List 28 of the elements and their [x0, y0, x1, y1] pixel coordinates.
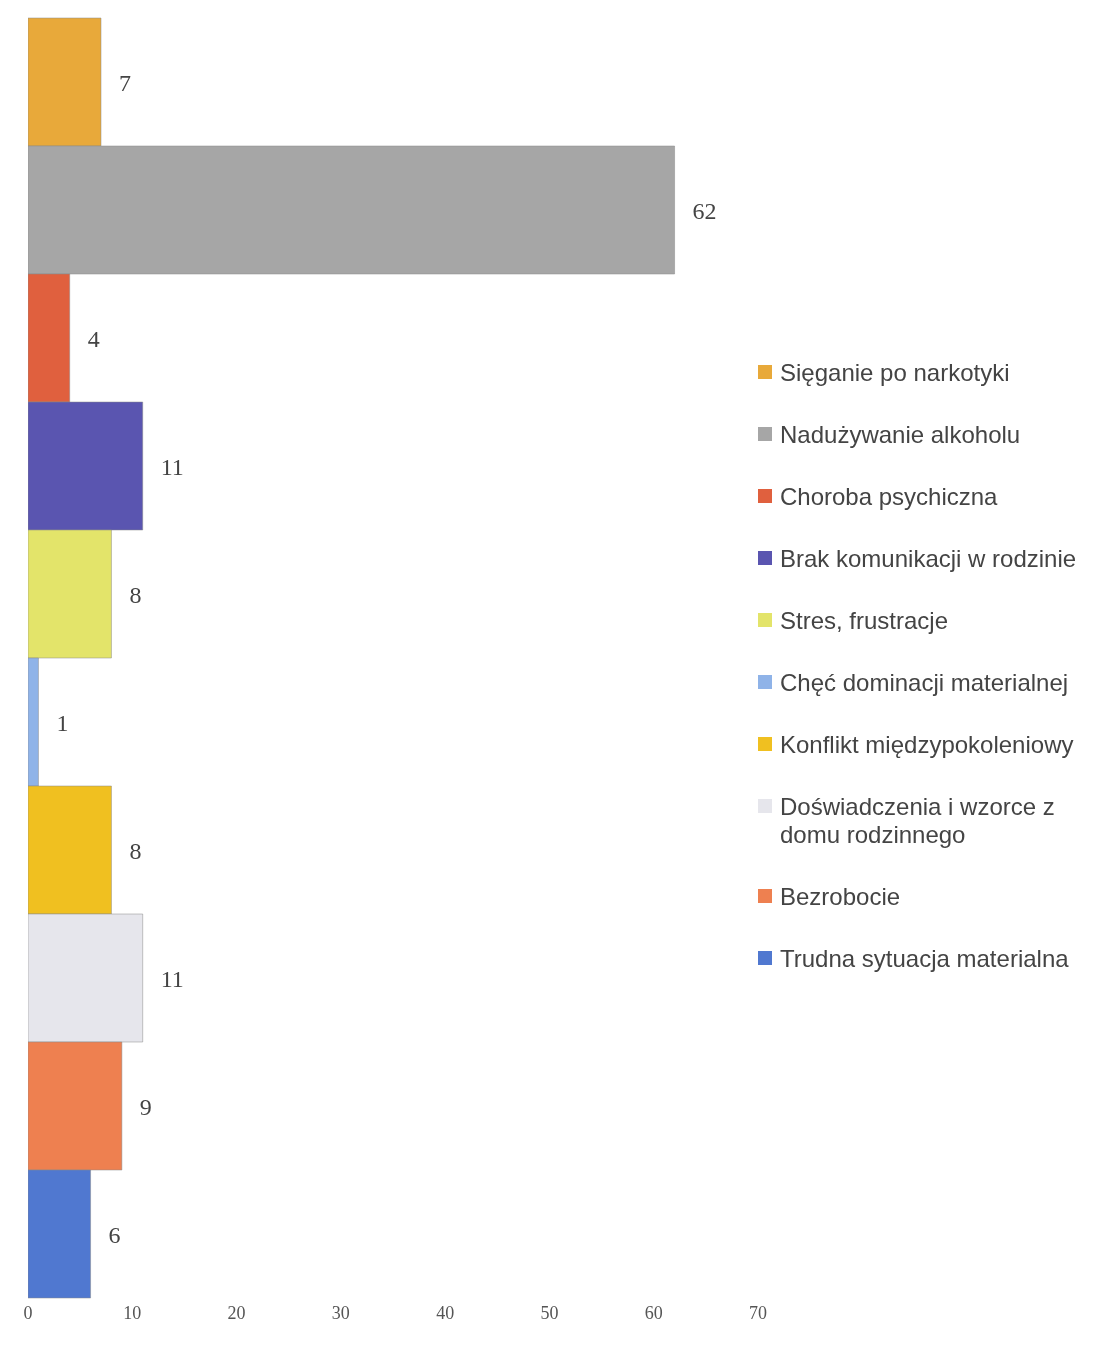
- data-label: 7: [119, 69, 131, 96]
- data-label: 8: [129, 581, 142, 608]
- legend-label: Doświadczenia i wzorce z domu rodzinnego: [780, 793, 1056, 849]
- x-tick-label: 0: [23, 1302, 33, 1323]
- legend-label: Choroba psychiczna: [780, 483, 998, 511]
- legend-label: Chęć dominacji materialnej: [780, 669, 1069, 697]
- data-label: 8: [129, 837, 142, 864]
- x-tick-label: 50: [540, 1302, 559, 1323]
- data-label: 1: [56, 709, 69, 736]
- data-label: 11: [160, 453, 184, 480]
- data-label: 11: [160, 965, 184, 992]
- x-tick-label: 10: [123, 1302, 142, 1323]
- x-tick-label: 60: [644, 1302, 663, 1323]
- legend-label: Stres, frustracje: [780, 607, 949, 635]
- legend-label: Konflikt międzypokoleniowy: [780, 731, 1074, 759]
- legend-label: Brak komunikacji w rodzinie: [780, 545, 1077, 573]
- x-tick-label: 20: [227, 1302, 246, 1323]
- legend-label: Trudna sytuacja materialna: [780, 945, 1069, 973]
- data-label: 6: [108, 1221, 121, 1248]
- legend-label: Nadużywanie alkoholu: [780, 421, 1021, 449]
- data-label: 62: [692, 197, 717, 224]
- x-tick-label: 40: [436, 1302, 455, 1323]
- data-label: 9: [139, 1093, 152, 1120]
- x-tick-label: 70: [749, 1302, 767, 1323]
- legend-label: Sięganie po narkotyki: [780, 359, 1010, 387]
- legend-label: Bezrobocie: [780, 883, 901, 911]
- data-label: 4: [87, 325, 100, 352]
- x-tick-label: 30: [331, 1302, 350, 1323]
